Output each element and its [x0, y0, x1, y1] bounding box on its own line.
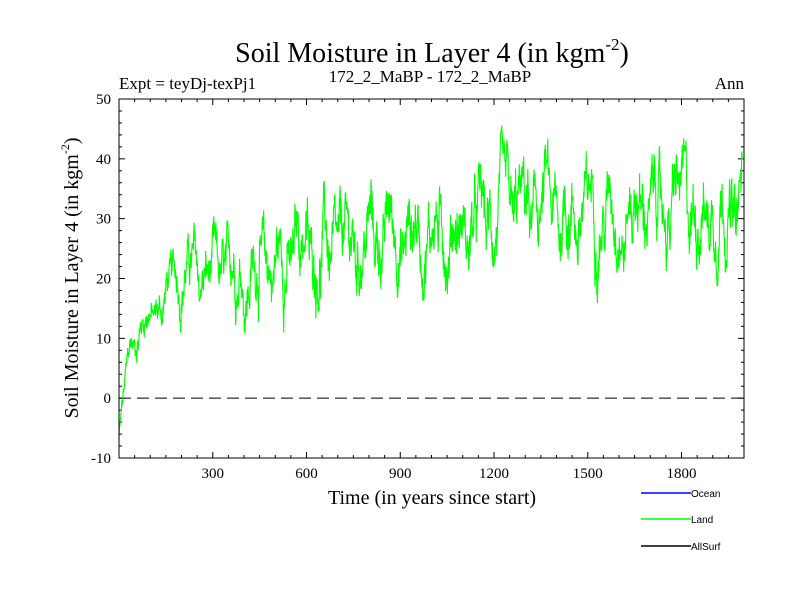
x-tick-label: 1200	[479, 466, 509, 482]
chart-title: Soil Moisture in Layer 4 (in kgm-2)	[235, 35, 629, 69]
axis-ticks: -10 0 10 20 30 40 50 300 600 900 1200 1500 1800	[91, 92, 744, 482]
x-tick-label: 900	[389, 466, 412, 482]
ylabel-superscript: -2	[58, 144, 72, 154]
legend-label-ocean: Ocean	[691, 489, 720, 500]
series-line-land	[118, 125, 743, 440]
y-tick-label: 50	[96, 92, 111, 108]
x-axis-label: Time (in years since start)	[328, 487, 536, 509]
y-tick-label: 30	[96, 212, 111, 228]
legend-label-land: Land	[691, 515, 713, 526]
x-tick-label: 600	[295, 466, 318, 482]
series-layer	[118, 125, 743, 440]
y-tick-label: -10	[91, 451, 111, 467]
plot-frame	[118, 98, 745, 459]
title-superscript: -2	[605, 35, 619, 54]
x-tick-label: 1800	[667, 466, 697, 482]
x-tick-label: 300	[202, 466, 225, 482]
y-axis-label: Soil Moisture in Layer 4 (in kgm-2)	[58, 137, 83, 418]
y-tick-label: 10	[96, 331, 111, 347]
x-tick-label: 1500	[573, 466, 603, 482]
y-tick-label: 20	[96, 272, 111, 288]
y-tick-label: 0	[104, 391, 112, 407]
experiment-label: Expt = teyDj-texPj1	[119, 74, 256, 93]
y-tick-label: 40	[96, 152, 111, 168]
legend-label-allsurf: AllSurf	[691, 542, 721, 553]
run-label: 172_2_MaBP - 172_2_MaBP	[329, 67, 531, 86]
legend: Ocean Land AllSurf	[641, 489, 721, 553]
season-label: Ann	[715, 74, 745, 93]
